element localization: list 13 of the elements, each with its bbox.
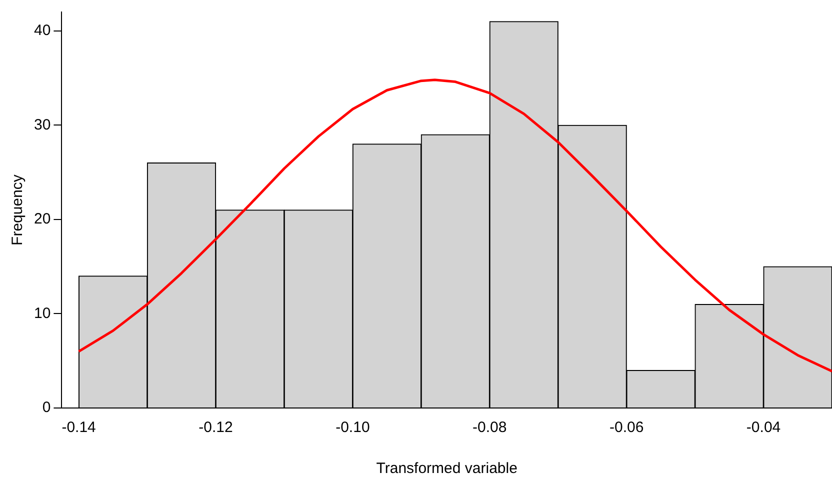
x-tick-label: -0.10: [336, 419, 370, 436]
x-tick-label: -0.08: [472, 419, 507, 436]
x-tick-label: -0.12: [198, 419, 233, 436]
y-tick-label: 0: [42, 399, 51, 416]
x-axis-title: Transformed variable: [376, 460, 518, 478]
x-tick-label: -0.06: [609, 419, 644, 436]
x-tick-label: -0.04: [746, 419, 781, 436]
y-tick-label: 40: [34, 22, 51, 39]
y-tick-label: 10: [34, 304, 51, 322]
y-tick-label: 20: [34, 210, 51, 228]
y-tick-label: 30: [34, 116, 51, 134]
x-tick-label: -0.14: [62, 419, 96, 436]
y-axis-title: Frequency: [9, 174, 26, 246]
